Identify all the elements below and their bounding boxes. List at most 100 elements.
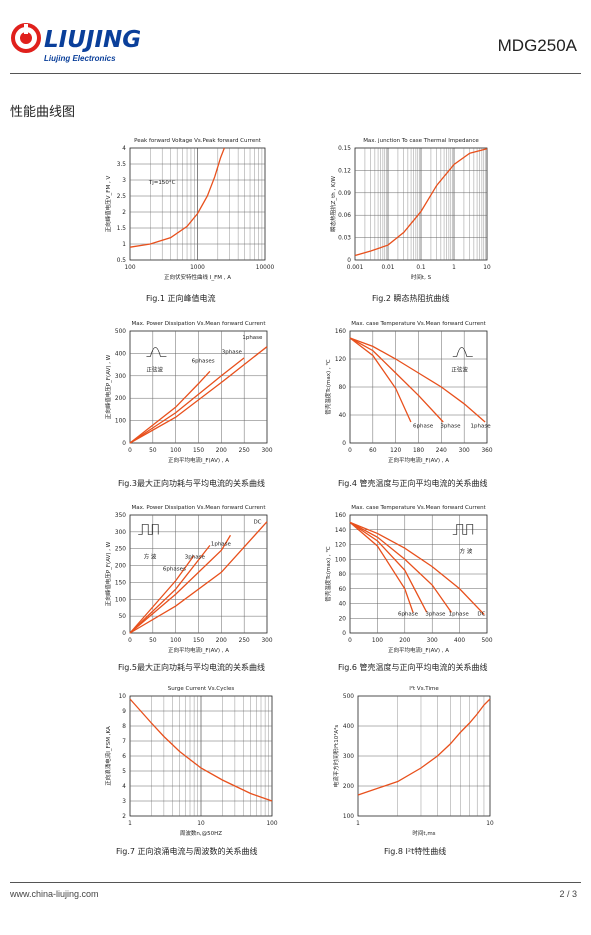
x-axis-label: 正向平均电流I_F(AV) , A bbox=[388, 646, 449, 654]
annotation-label: 3phase bbox=[425, 611, 446, 617]
brand-wordmark: LIUJING bbox=[44, 27, 140, 53]
x-tick-label: 300 bbox=[261, 448, 272, 454]
section-title: 性能曲线图 bbox=[10, 105, 76, 120]
header-divider bbox=[10, 73, 581, 74]
y-tick-label: 200 bbox=[343, 784, 354, 790]
x-tick-label: 180 bbox=[413, 448, 424, 454]
series-line bbox=[349, 521, 452, 613]
chart-fig7: Surge Current Vs.Cycles 1 10 100 10 9 8 7 6 5 4 3 2 周… bbox=[104, 686, 278, 836]
x-tick-label: 200 bbox=[216, 448, 227, 454]
annotation-label: 1phase bbox=[211, 542, 232, 548]
annotation-label: 6phases bbox=[192, 358, 215, 364]
y-tick-label: 0.12 bbox=[338, 168, 351, 174]
annotation-label: DC bbox=[253, 519, 261, 525]
y-tick-label: 1 bbox=[122, 242, 126, 248]
y-tick-label: 0 bbox=[122, 441, 126, 447]
caption-fig6: Fig.6 管壳温度与正向平均电流的关系曲线 bbox=[338, 663, 488, 672]
y-tick-label: 300 bbox=[343, 754, 354, 760]
chart-title: Peak forward Voltage Vs.Peak forward Cur… bbox=[134, 138, 262, 144]
annotation-label: 正弦波 bbox=[451, 365, 468, 373]
x-tick-label: 1000 bbox=[190, 265, 205, 271]
y-tick-label: 2 bbox=[122, 210, 126, 216]
y-tick-label: 3 bbox=[122, 178, 126, 184]
y-tick-label: 60 bbox=[339, 587, 347, 593]
x-tick-label: 300 bbox=[261, 638, 272, 644]
footer-divider bbox=[10, 882, 581, 883]
y-axis-label: 瞬态热阻抗Z_th , K/W bbox=[329, 176, 337, 232]
chart-fig8: I²t Vs.Time 1 10 500 400 300 200 100 时间t,ms 电流平方时… bbox=[332, 685, 494, 836]
annotation-label: 6phase bbox=[398, 611, 419, 617]
x-tick-label: 50 bbox=[149, 638, 157, 644]
y-tick-label: 3.5 bbox=[117, 162, 127, 168]
annotation-label: 3phase bbox=[222, 349, 243, 355]
x-tick-label: 400 bbox=[454, 638, 465, 644]
x-tick-label: 0.001 bbox=[347, 265, 364, 271]
footer-website: www.china-liujing.com bbox=[10, 889, 99, 899]
x-tick-label: 250 bbox=[239, 638, 250, 644]
annotation-label: 正弦波 bbox=[146, 365, 163, 373]
y-axis-label: 正向峰值电压P_F(AV) , W bbox=[104, 354, 112, 419]
y-tick-label: 200 bbox=[115, 396, 126, 402]
y-axis-label: 正向峰值电压V_FM , V bbox=[104, 176, 112, 233]
y-tick-label: 160 bbox=[335, 513, 346, 519]
x-tick-label: 300 bbox=[459, 448, 470, 454]
y-tick-label: 8 bbox=[122, 724, 126, 730]
x-tick-label: 0 bbox=[348, 638, 352, 644]
x-tick-label: 1 bbox=[356, 821, 360, 827]
y-tick-label: 500 bbox=[115, 329, 126, 335]
y-tick-label: 0.03 bbox=[338, 236, 351, 242]
series-line bbox=[354, 148, 488, 257]
chart-title: Surge Current Vs.Cycles bbox=[168, 686, 235, 692]
y-tick-label: 4 bbox=[122, 146, 126, 152]
series-line bbox=[349, 521, 428, 613]
x-tick-label: 250 bbox=[239, 448, 250, 454]
y-tick-label: 3 bbox=[122, 799, 126, 805]
series-line bbox=[349, 337, 412, 423]
y-tick-label: 200 bbox=[115, 564, 126, 570]
y-tick-label: 300 bbox=[115, 530, 126, 536]
series-line bbox=[129, 521, 268, 634]
y-tick-label: 300 bbox=[115, 374, 126, 380]
chart-fig4: Max. case Temperature Vs.Mean forward Cu… bbox=[324, 321, 493, 464]
annotation-label: 3phase bbox=[185, 555, 206, 561]
y-axis-label: 管壳温度Tc(max) , ℃ bbox=[324, 546, 332, 601]
x-tick-label: 0 bbox=[348, 448, 352, 454]
y-tick-label: 0 bbox=[122, 631, 126, 637]
y-tick-label: 160 bbox=[335, 329, 346, 335]
chart-title: I²t Vs.Time bbox=[409, 685, 439, 692]
y-tick-label: 7 bbox=[122, 739, 126, 745]
series-line bbox=[129, 544, 211, 634]
brand-subtitle: Liujing Electronics bbox=[44, 54, 116, 63]
x-tick-label: 100 bbox=[170, 638, 181, 644]
chart-fig2: Max. junction To case Thermal Impedance 0… bbox=[329, 138, 491, 281]
y-tick-label: 0.09 bbox=[338, 191, 351, 197]
y-tick-label: 0 bbox=[342, 441, 346, 447]
x-axis-label: 时间t, S bbox=[411, 273, 432, 281]
y-tick-label: 20 bbox=[339, 616, 347, 622]
y-axis-label: 正向浪涌电流I_FSM ,KA bbox=[104, 726, 112, 786]
x-tick-label: 0 bbox=[128, 638, 132, 644]
y-tick-label: 2 bbox=[122, 814, 126, 820]
chart-title: Max. case Temperature Vs.Mean forward Cu… bbox=[351, 321, 486, 327]
series-line bbox=[129, 346, 268, 444]
chart-fig3: Max. Power Dissipation Vs.Mean forward C… bbox=[104, 321, 273, 464]
x-tick-label: 100 bbox=[124, 265, 135, 271]
series-line bbox=[349, 521, 485, 616]
y-tick-label: 500 bbox=[343, 694, 354, 700]
x-tick-label: 1 bbox=[128, 821, 132, 827]
series-line bbox=[357, 698, 491, 796]
annotation-label: 方 波 bbox=[144, 553, 157, 561]
y-tick-label: 0.06 bbox=[338, 213, 351, 219]
x-axis-label: 时间t,ms bbox=[412, 829, 435, 836]
caption-fig2: Fig.2 瞬态热阻抗曲线 bbox=[372, 294, 450, 303]
series-line bbox=[129, 698, 273, 802]
x-tick-label: 60 bbox=[369, 448, 377, 454]
x-tick-label: 240 bbox=[436, 448, 447, 454]
series-line bbox=[349, 521, 414, 613]
y-tick-label: 80 bbox=[339, 572, 347, 578]
y-tick-label: 350 bbox=[115, 513, 126, 519]
square-wave-icon bbox=[452, 524, 474, 535]
y-tick-label: 100 bbox=[115, 597, 126, 603]
caption-fig7: Fig.7 正向浪涌电流与周波数的关系曲线 bbox=[116, 847, 258, 856]
caption-fig8: Fig.8 I²t特性曲线 bbox=[384, 847, 447, 856]
